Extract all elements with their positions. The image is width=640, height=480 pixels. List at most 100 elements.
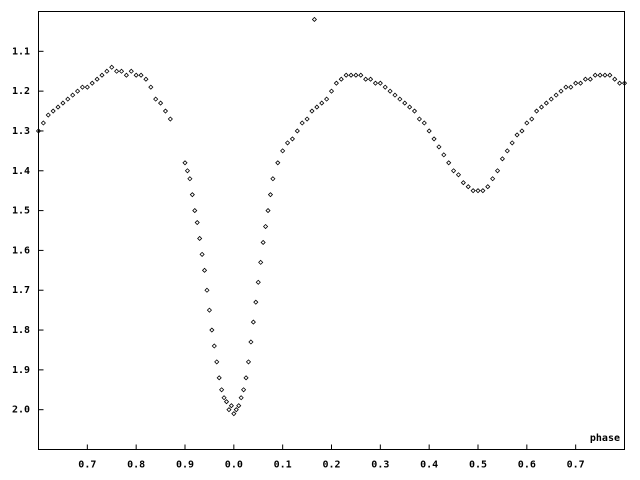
data-point (216, 375, 222, 381)
data-point (40, 120, 46, 126)
data-point (392, 92, 398, 98)
data-point (275, 160, 281, 166)
data-point (455, 172, 462, 178)
data-point (543, 100, 549, 106)
data-point (577, 80, 584, 86)
data-point (138, 72, 144, 78)
data-point (55, 104, 61, 110)
data-point (299, 120, 305, 126)
data-point (270, 176, 276, 182)
data-point (451, 168, 457, 174)
data-point (358, 72, 364, 78)
data-point (158, 100, 164, 106)
data-point (348, 72, 354, 78)
data-point (60, 100, 66, 106)
data-point (563, 84, 569, 90)
data-point (368, 76, 374, 82)
data-point (182, 160, 188, 166)
x-tick-label: 0.2 (322, 460, 340, 471)
data-point (397, 96, 403, 102)
data-point (494, 168, 501, 174)
data-point (204, 287, 210, 293)
data-point (363, 76, 369, 82)
data-point (284, 140, 291, 146)
data-point (50, 108, 56, 114)
x-tick-label: 0.8 (127, 460, 145, 471)
data-point (99, 72, 105, 78)
data-point (228, 403, 234, 409)
data-point (267, 192, 274, 198)
data-point (558, 88, 564, 94)
data-point (382, 84, 388, 90)
data-point (258, 259, 264, 265)
data-point (236, 403, 242, 409)
data-point (460, 180, 466, 186)
x-tick-label: 0.7 (78, 460, 96, 471)
data-point (612, 76, 618, 82)
y-tick-label: 1.1 (12, 46, 30, 57)
data-point (446, 160, 452, 166)
data-point (109, 64, 115, 70)
data-point (226, 407, 232, 413)
data-point (553, 92, 559, 98)
data-point (411, 108, 418, 114)
data-point (314, 104, 320, 110)
data-point (304, 116, 310, 122)
data-point (311, 16, 317, 23)
data-point (199, 251, 205, 257)
data-point (465, 184, 471, 190)
data-point (197, 235, 203, 242)
x-tick-label: 0.9 (176, 460, 194, 471)
data-point (114, 68, 120, 74)
data-point (260, 239, 266, 246)
data-point (289, 136, 295, 142)
data-point (568, 84, 574, 90)
data-point (538, 104, 545, 110)
data-point (470, 188, 476, 194)
data-point (94, 76, 100, 82)
data-point (353, 72, 359, 78)
data-point (402, 100, 408, 106)
data-point (524, 120, 530, 126)
data-point (133, 72, 139, 78)
data-point (223, 399, 230, 405)
data-point (245, 359, 252, 365)
data-point (84, 84, 90, 90)
data-point (184, 168, 191, 174)
data-point (148, 84, 154, 90)
data-point (607, 72, 613, 78)
data-point (231, 411, 237, 417)
data-point (324, 96, 330, 102)
data-point (534, 108, 540, 114)
data-point (143, 76, 149, 82)
y-tick-label: 1.7 (12, 285, 30, 296)
y-tick-label: 1.4 (12, 166, 30, 177)
data-point (214, 359, 220, 365)
data-point (253, 299, 259, 305)
data-point (201, 267, 208, 273)
data-point (35, 128, 42, 134)
data-point (328, 88, 335, 94)
data-point (343, 72, 349, 78)
data-point (617, 80, 623, 86)
data-point (509, 140, 515, 146)
data-point (436, 144, 442, 150)
x-tick-label: 0.7 (567, 460, 585, 471)
data-point (587, 76, 593, 82)
data-point (499, 156, 505, 162)
data-point (431, 136, 437, 142)
data-point (79, 84, 86, 90)
data-point (377, 80, 383, 86)
data-point (280, 148, 286, 154)
y-tick-label: 1.8 (12, 325, 30, 336)
x-tick-label: 0.4 (420, 460, 438, 471)
data-point (118, 68, 125, 74)
data-point (243, 375, 249, 381)
data-point (490, 176, 496, 182)
data-point (519, 128, 525, 134)
data-point (206, 307, 212, 313)
x-axis-label: phase (590, 433, 620, 444)
data-point (597, 72, 603, 78)
data-point (104, 68, 110, 74)
y-tick-label: 1.2 (12, 86, 30, 97)
